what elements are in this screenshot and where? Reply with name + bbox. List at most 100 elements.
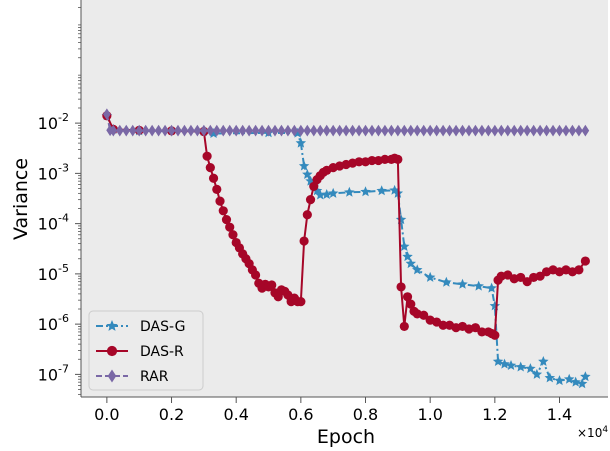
data-point-rar — [109, 124, 118, 137]
data-point-rar — [355, 124, 363, 137]
data-point-rar — [348, 124, 357, 137]
data-point-das-g — [570, 376, 581, 387]
data-point-das-r — [354, 157, 364, 167]
legend-label-rar: RAR — [140, 369, 169, 385]
legend-label-das-g: DAS-G — [140, 319, 185, 335]
data-point-rar — [245, 124, 253, 137]
data-point-rar — [426, 124, 435, 137]
data-point-das-g — [441, 276, 452, 287]
data-point-rar — [148, 124, 156, 137]
x-tick-label: 1.0 — [417, 405, 442, 424]
data-point-rar — [516, 124, 525, 137]
y-minor-ticks — [78, 7, 81, 395]
data-point-das-r — [302, 210, 312, 220]
data-point-rar — [297, 124, 305, 137]
data-point-rar — [200, 124, 208, 137]
data-point-rar — [122, 124, 131, 137]
data-point-rar — [303, 124, 312, 137]
data-point-das-g — [399, 241, 410, 251]
data-point-das-r — [296, 297, 306, 307]
data-point-das-g — [489, 300, 501, 311]
data-point-rar — [394, 124, 402, 137]
data-point-rar — [491, 124, 499, 137]
y-axis-label: Variance — [10, 158, 32, 240]
data-point-rar — [258, 124, 266, 137]
data-point-rar — [413, 124, 422, 137]
data-point-rar — [212, 124, 221, 137]
data-point-das-g — [525, 363, 536, 374]
data-point-das-r — [406, 299, 416, 309]
data-point-das-r — [367, 155, 377, 166]
data-point-rar — [484, 124, 493, 137]
data-point-rar — [529, 124, 538, 137]
data-point-rar — [374, 124, 383, 137]
data-point-rar — [232, 124, 241, 137]
data-point-das-g — [486, 282, 497, 293]
data-point-rar — [128, 124, 137, 137]
data-point-das-r — [396, 282, 406, 292]
y-tick-label: 10-3 — [38, 161, 69, 183]
data-point-rar — [549, 124, 557, 137]
data-point-rar — [187, 124, 195, 137]
data-point-das-g — [531, 368, 543, 379]
data-point-das-g — [457, 278, 468, 289]
data-point-rar — [167, 124, 176, 137]
data-point-rar — [238, 124, 247, 137]
data-point-rar — [555, 124, 564, 137]
data-point-rar — [536, 124, 544, 137]
data-point-das-r — [221, 215, 232, 225]
data-point-das-g — [344, 186, 355, 197]
data-point-rar — [471, 124, 480, 137]
data-point-das-r — [438, 320, 448, 330]
legend-marker-das-g — [106, 320, 118, 331]
data-point-rar — [581, 124, 590, 137]
data-point-rar — [206, 124, 215, 137]
data-point-rar — [219, 124, 228, 137]
data-point-das-r — [380, 154, 390, 164]
legend: DAS-G DAS-R RAR — [88, 310, 204, 391]
y-tick-label: 10-6 — [38, 312, 69, 334]
y-ticks: 10-2 10-3 10-4 10-5 10-6 10-7 — [38, 111, 81, 384]
data-point-das-r — [419, 310, 429, 320]
data-point-das-r — [208, 173, 219, 183]
x-tick-label: 0.0 — [94, 405, 119, 424]
data-point-rar — [542, 124, 551, 137]
data-point-rar — [225, 124, 234, 137]
data-point-rar — [103, 108, 111, 121]
series-das-r — [102, 111, 590, 340]
data-point-rar — [503, 124, 512, 137]
data-point-rar — [381, 124, 389, 137]
data-point-rar — [309, 124, 318, 137]
data-point-rar — [141, 124, 150, 137]
data-point-das-g — [515, 361, 526, 372]
data-point-rar — [161, 124, 169, 137]
x-tick-label: 1.2 — [482, 405, 507, 424]
data-point-rar — [497, 124, 506, 137]
x-tick-label: 1.4 — [547, 405, 572, 424]
data-point-rar — [271, 124, 279, 137]
legend-entry-das-r: DAS-R — [96, 344, 184, 360]
data-point-das-g — [405, 258, 417, 269]
data-point-das-r — [202, 151, 212, 161]
data-point-rar — [251, 124, 260, 137]
data-point-das-r — [393, 154, 403, 164]
data-point-rar — [322, 124, 331, 137]
data-point-das-g — [424, 271, 436, 282]
data-point-rar — [277, 124, 286, 137]
data-point-rar — [575, 124, 583, 137]
data-point-rar — [329, 124, 338, 137]
legend-marker-rar — [107, 369, 117, 383]
data-point-das-r — [205, 163, 215, 173]
data-point-das-g — [473, 280, 484, 291]
data-point-rar — [361, 124, 370, 137]
legend-entry-rar: RAR — [96, 369, 169, 385]
data-point-das-r — [477, 327, 487, 337]
data-point-rar — [264, 124, 273, 137]
x-tick-label: 0.8 — [353, 405, 378, 424]
data-point-das-g — [376, 185, 387, 196]
data-point-das-r — [267, 280, 277, 290]
data-point-rar — [568, 124, 577, 137]
data-point-das-g — [295, 137, 307, 148]
series-rar — [103, 108, 590, 137]
